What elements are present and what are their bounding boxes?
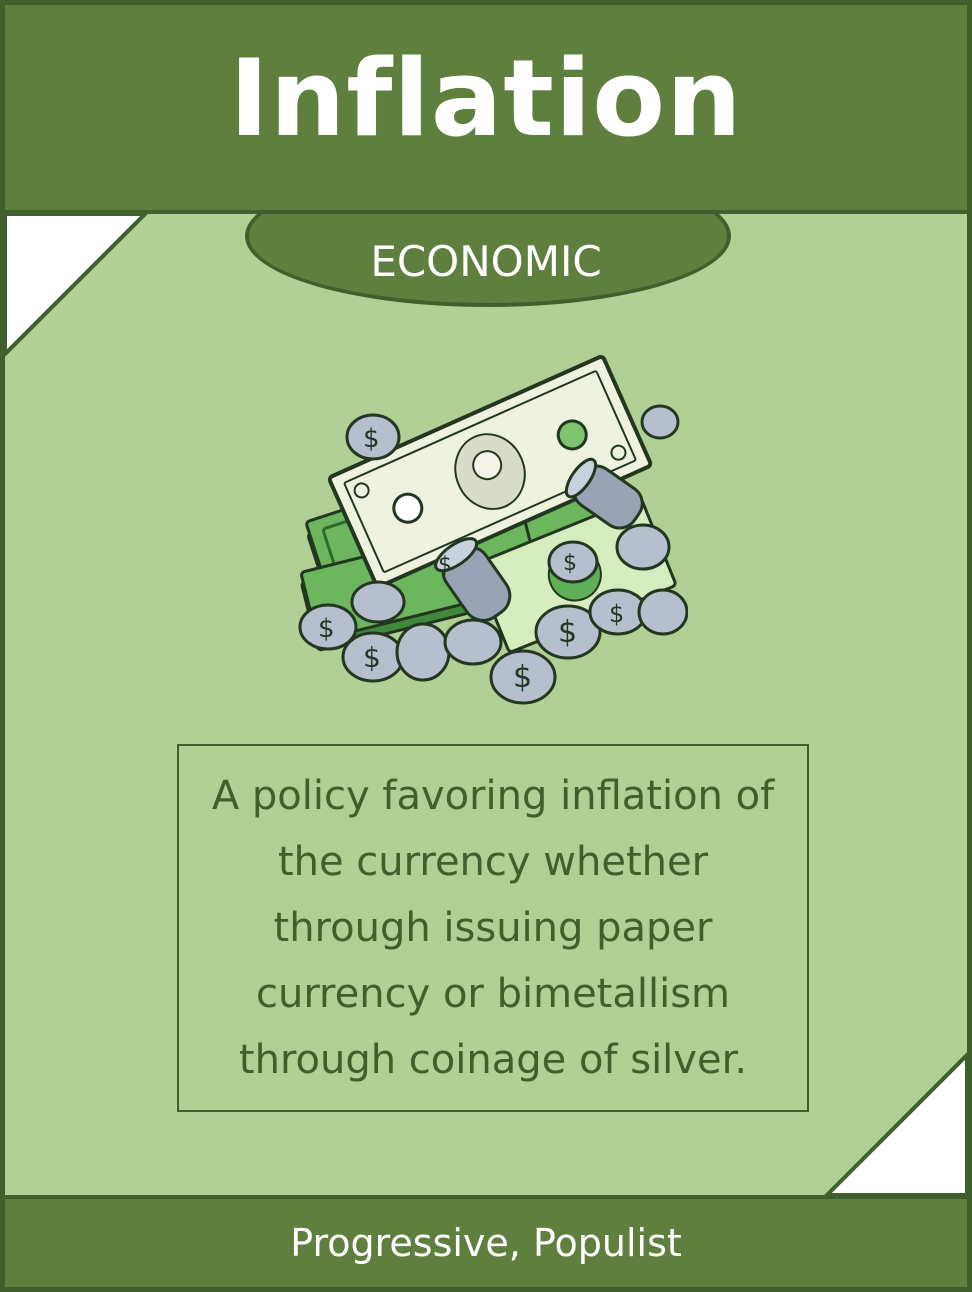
svg-text:$: $	[438, 553, 452, 578]
svg-text:$: $	[558, 615, 577, 650]
description-box: A policy favoring inflation of the curre…	[177, 744, 809, 1112]
svg-text:$: $	[609, 600, 624, 628]
category-label: ECONOMIC	[370, 237, 602, 286]
card-footer: Progressive, Populist	[5, 1195, 967, 1287]
card-header: Inflation	[5, 5, 967, 214]
corner-fold-top-left	[5, 214, 148, 357]
svg-text:$: $	[563, 551, 577, 576]
card-description: A policy favoring inflation of the curre…	[211, 773, 775, 1083]
svg-text:$: $	[513, 660, 532, 695]
svg-text:$: $	[318, 614, 335, 644]
card-tags: Progressive, Populist	[290, 1221, 682, 1265]
svg-text:$: $	[363, 424, 380, 454]
money-pile-icon: $ $ $ $ $ $ $ $	[298, 355, 688, 705]
svg-text:$: $	[363, 641, 381, 674]
card-title: Inflation	[229, 37, 743, 160]
corner-fold-bottom-right	[824, 1052, 967, 1195]
